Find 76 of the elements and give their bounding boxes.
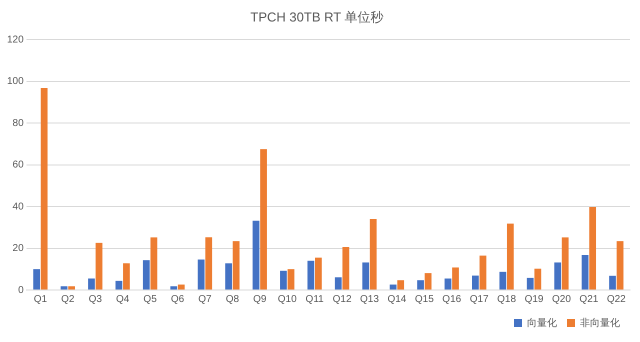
bar [370, 219, 377, 290]
bar [198, 260, 205, 290]
bar [280, 270, 287, 290]
bar [178, 284, 185, 290]
x-tick-label: Q11 [306, 294, 324, 305]
bar [506, 224, 514, 290]
x-tick-label: Q10 [278, 294, 298, 305]
bar [582, 254, 588, 290]
x-tick-label: Q22 [606, 294, 626, 305]
x-tick-label: Q21 [579, 294, 599, 305]
bar [170, 286, 178, 290]
chart-title: TPCH 30TB RT 单位秒 [250, 9, 384, 24]
bar [307, 260, 314, 290]
bar [33, 269, 40, 290]
bar [225, 263, 232, 290]
bar [68, 286, 75, 290]
x-tick-label: Q6 [170, 294, 185, 305]
x-tick-label: Q7 [198, 294, 212, 305]
x-tick-label: Q14 [387, 294, 407, 305]
bar [390, 284, 397, 290]
y-tick-label: 100 [6, 76, 24, 88]
x-tick-label: Q2 [61, 294, 75, 305]
x-tick-label: Q15 [414, 294, 434, 305]
bar [60, 286, 68, 290]
bar [96, 242, 102, 290]
bar [480, 256, 486, 290]
bar [554, 262, 562, 290]
y-tick-label: 120 [6, 34, 24, 46]
bar [40, 88, 48, 290]
x-tick-label: Q1 [34, 294, 48, 305]
bar [342, 247, 350, 290]
x-tick-label: Q16 [442, 294, 462, 305]
x-tick-label: Q8 [226, 294, 240, 305]
legend-label: 向量化 [527, 316, 557, 329]
bar [252, 220, 260, 290]
bar [397, 280, 404, 290]
bar [334, 277, 342, 290]
bar [534, 268, 542, 290]
x-tick-label: Q17 [470, 294, 490, 305]
y-tick-label: 40 [12, 201, 24, 212]
bar [142, 260, 150, 290]
bar [424, 273, 432, 290]
bar [150, 237, 158, 290]
x-tick-label: Q4 [116, 294, 130, 305]
x-tick-label: Q18 [497, 294, 516, 305]
x-tick-label: Q12 [332, 294, 352, 305]
bar [232, 241, 240, 290]
bar [562, 237, 569, 290]
bar [260, 149, 267, 290]
bar [499, 272, 506, 290]
x-tick-label: Q3 [88, 294, 102, 305]
bar [609, 276, 616, 290]
bar [288, 269, 294, 290]
bar [88, 278, 95, 290]
x-tick-label: Q20 [552, 294, 572, 305]
bar [616, 241, 624, 290]
bar [123, 263, 130, 290]
x-tick-label: Q13 [360, 294, 380, 305]
bar [589, 206, 596, 290]
bar [362, 262, 370, 290]
bar [526, 278, 534, 290]
y-tick-label: 60 [12, 160, 24, 171]
bar [315, 258, 322, 290]
bar [472, 276, 479, 290]
legend-label: 非向量化 [580, 316, 620, 329]
bar [116, 280, 122, 290]
bar [205, 237, 212, 290]
bar [452, 267, 459, 290]
y-tick-label: 20 [12, 243, 24, 254]
y-tick-label: 80 [12, 118, 24, 129]
bar [444, 278, 452, 290]
x-tick-label: Q19 [524, 294, 544, 305]
x-tick-label: Q5 [143, 294, 158, 305]
y-tick-label: 0 [18, 284, 24, 296]
bar [417, 280, 424, 290]
x-tick-label: Q9 [253, 294, 267, 305]
